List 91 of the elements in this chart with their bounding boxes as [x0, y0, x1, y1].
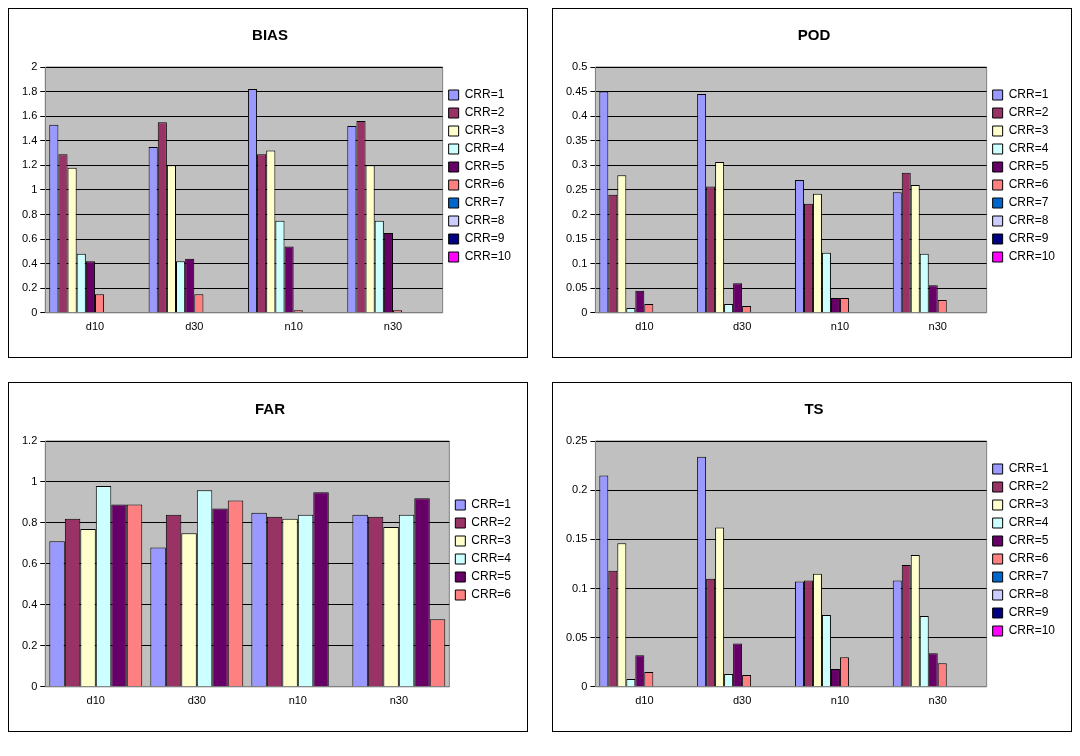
x-tick-label: d10	[635, 694, 654, 707]
y-tick-label: 1	[31, 182, 38, 195]
legend-label: CRR=9	[1008, 605, 1049, 620]
x-tick-label: d30	[185, 320, 204, 333]
legend-label: CRR=3	[1008, 123, 1049, 138]
legend-label: CRR=4	[471, 551, 512, 566]
y-tick-label: 1.6	[21, 109, 38, 122]
y-tick-label: 0.25	[565, 434, 588, 447]
legend-label: CRR=6	[1008, 551, 1049, 566]
x-tick-label: n30	[389, 694, 408, 707]
y-tick-label: 0.15	[565, 232, 588, 245]
chart-title: FAR	[255, 400, 286, 418]
legend-label: CRR=6	[471, 587, 512, 602]
y-tick-label: 0.2	[572, 483, 588, 496]
y-tick-label: 1	[31, 475, 38, 487]
y-tick-label: 0.35	[565, 133, 588, 146]
y-tick-label: 0	[581, 679, 588, 692]
legend-label: CRR=3	[471, 533, 512, 548]
x-tick-label: d10	[635, 320, 654, 333]
chart-title: POD	[797, 26, 831, 44]
legend-label: CRR=7	[1008, 569, 1049, 584]
legend-label: CRR=1	[1008, 87, 1049, 102]
y-tick-label: 0.6	[21, 232, 38, 245]
y-tick-label: 0.25	[565, 182, 588, 195]
chart-title: BIAS	[252, 26, 288, 44]
legend-label: CRR=4	[1008, 515, 1049, 530]
y-tick-label: 1.2	[21, 158, 38, 171]
legend-label: CRR=5	[471, 569, 512, 584]
x-tick-label: d10	[85, 320, 105, 333]
y-tick-label: 0.8	[21, 207, 38, 220]
y-tick-label: 0.1	[572, 581, 588, 594]
x-tick-label: n10	[830, 320, 850, 333]
y-tick-label: 0.6	[21, 556, 38, 569]
x-tick-label: n30	[383, 320, 403, 333]
legend-label: CRR=8	[464, 213, 505, 228]
legend-label: CRR=4	[464, 141, 505, 156]
legend-label: CRR=2	[471, 515, 512, 530]
y-tick-label: 0.2	[21, 281, 38, 294]
y-tick-label: 0.45	[565, 84, 588, 97]
legend-label: CRR=6	[464, 177, 505, 192]
legend-label: CRR=10	[464, 249, 512, 264]
x-tick-label: d10	[86, 694, 105, 707]
y-tick-label: 0.3	[572, 158, 588, 171]
x-tick-label: d30	[732, 320, 752, 333]
y-tick-label: 0.1	[572, 256, 588, 269]
y-tick-label: 0.05	[565, 281, 588, 294]
x-tick-label: n10	[830, 694, 850, 707]
legend-label: CRR=3	[1008, 497, 1049, 512]
y-tick-label: 1.8	[21, 84, 38, 97]
y-tick-label: 0.8	[21, 515, 38, 528]
x-tick-label: n30	[928, 320, 947, 333]
legend-label: CRR=10	[1008, 623, 1056, 638]
legend-label: CRR=6	[1008, 177, 1049, 192]
legend-label: CRR=3	[464, 123, 505, 138]
legend-label: CRR=8	[1008, 587, 1049, 602]
chart-title: TS	[804, 400, 824, 418]
y-tick-label: 0.05	[565, 630, 588, 643]
legend-label: CRR=8	[1008, 213, 1049, 228]
x-tick-label: d30	[187, 694, 206, 707]
legend-label: CRR=1	[1008, 461, 1049, 476]
y-tick-label: 0	[31, 305, 38, 318]
y-tick-label: 0.2	[572, 207, 588, 220]
x-tick-label: d30	[732, 694, 752, 707]
y-tick-label: 1.2	[21, 434, 38, 447]
legend-label: CRR=7	[1008, 195, 1049, 210]
legend-label: CRR=5	[1008, 533, 1049, 548]
x-tick-label: n10	[288, 694, 307, 707]
y-tick-label: 0.4	[572, 109, 588, 122]
legend-label: CRR=5	[464, 159, 505, 174]
legend-label: CRR=7	[464, 195, 505, 210]
legend-label: CRR=2	[1008, 479, 1049, 494]
y-tick-label: 1.4	[21, 133, 38, 146]
legend-label: CRR=5	[1008, 159, 1049, 174]
legend-label: CRR=4	[1008, 141, 1049, 156]
y-tick-label: 0	[581, 305, 588, 318]
legend-label: CRR=10	[1008, 249, 1056, 264]
legend-label: CRR=1	[471, 497, 512, 512]
legend-label: CRR=9	[464, 231, 505, 246]
legend-label: CRR=9	[1008, 231, 1049, 246]
y-tick-label: 0	[31, 679, 38, 692]
y-tick-label: 0.4	[21, 256, 38, 269]
y-tick-label: 0.4	[21, 597, 38, 610]
legend-label: CRR=2	[1008, 105, 1049, 120]
x-tick-label: n10	[284, 320, 303, 333]
x-tick-label: n30	[928, 694, 947, 707]
legend-label: CRR=1	[464, 87, 505, 102]
legend-label: CRR=2	[464, 105, 505, 120]
y-tick-label: 0.5	[572, 60, 588, 73]
y-tick-label: 2	[31, 60, 38, 73]
y-tick-label: 0.2	[21, 638, 38, 651]
y-tick-label: 0.15	[565, 532, 588, 545]
